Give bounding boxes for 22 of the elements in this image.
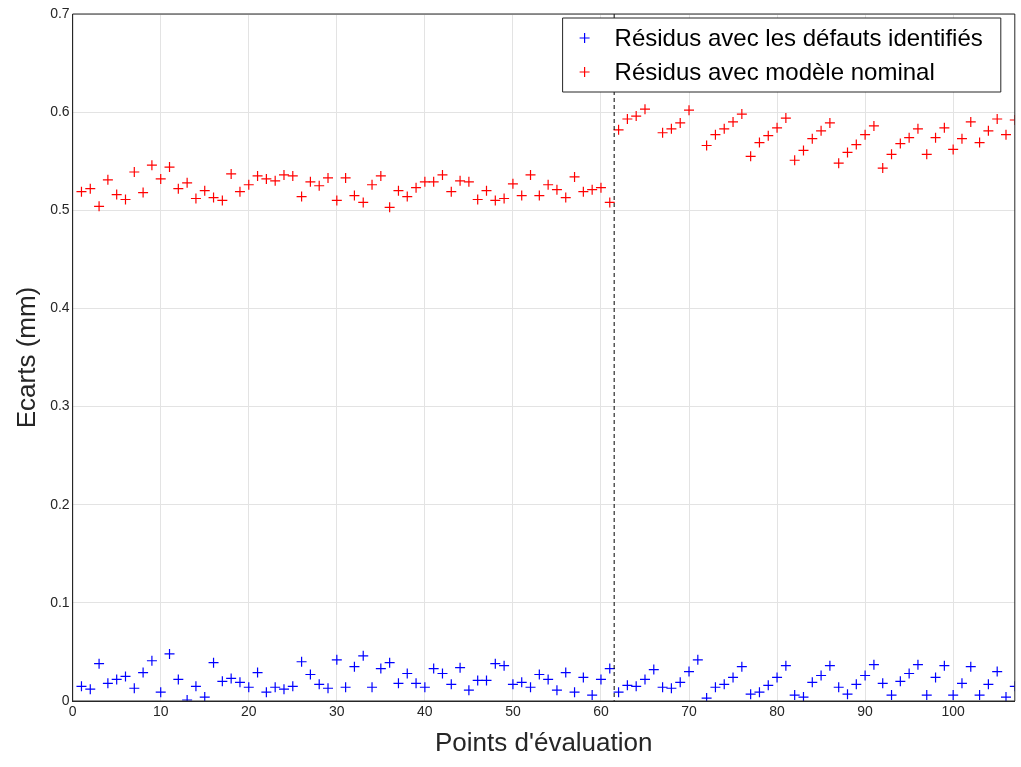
y-tick-label: 0.3 (50, 397, 70, 414)
y-tick-label: 0.6 (50, 103, 70, 119)
x-tick-label: 10 (152, 703, 169, 720)
x-tick-label: 70 (681, 703, 698, 720)
x-tick-label: 60 (593, 703, 609, 720)
x-tick-label: 40 (417, 703, 433, 720)
y-tick-label: 0.4 (50, 299, 70, 316)
x-tick-label: 90 (857, 703, 874, 720)
x-tick-label: 30 (329, 703, 345, 720)
y-tick-label: 0.5 (50, 201, 70, 218)
y-tick-label: 0 (61, 691, 70, 708)
y-axis-title: Ecarts (mm) (10, 286, 41, 429)
x-tick-label: 80 (769, 703, 786, 720)
y-tick-label: 0.1 (50, 593, 70, 610)
y-tick-label: 0.7 (50, 4, 70, 21)
legend-label: Résidus avec les défauts identifiés (614, 23, 983, 51)
x-tick-label: 20 (240, 703, 257, 720)
legend-label: Résidus avec modèle nominal (614, 57, 935, 85)
x-tick-label: 100 (941, 703, 966, 720)
x-axis-title: Points d'évaluation (435, 726, 653, 757)
x-tick-label: 50 (505, 703, 521, 720)
y-tick-label: 0.2 (50, 495, 70, 512)
